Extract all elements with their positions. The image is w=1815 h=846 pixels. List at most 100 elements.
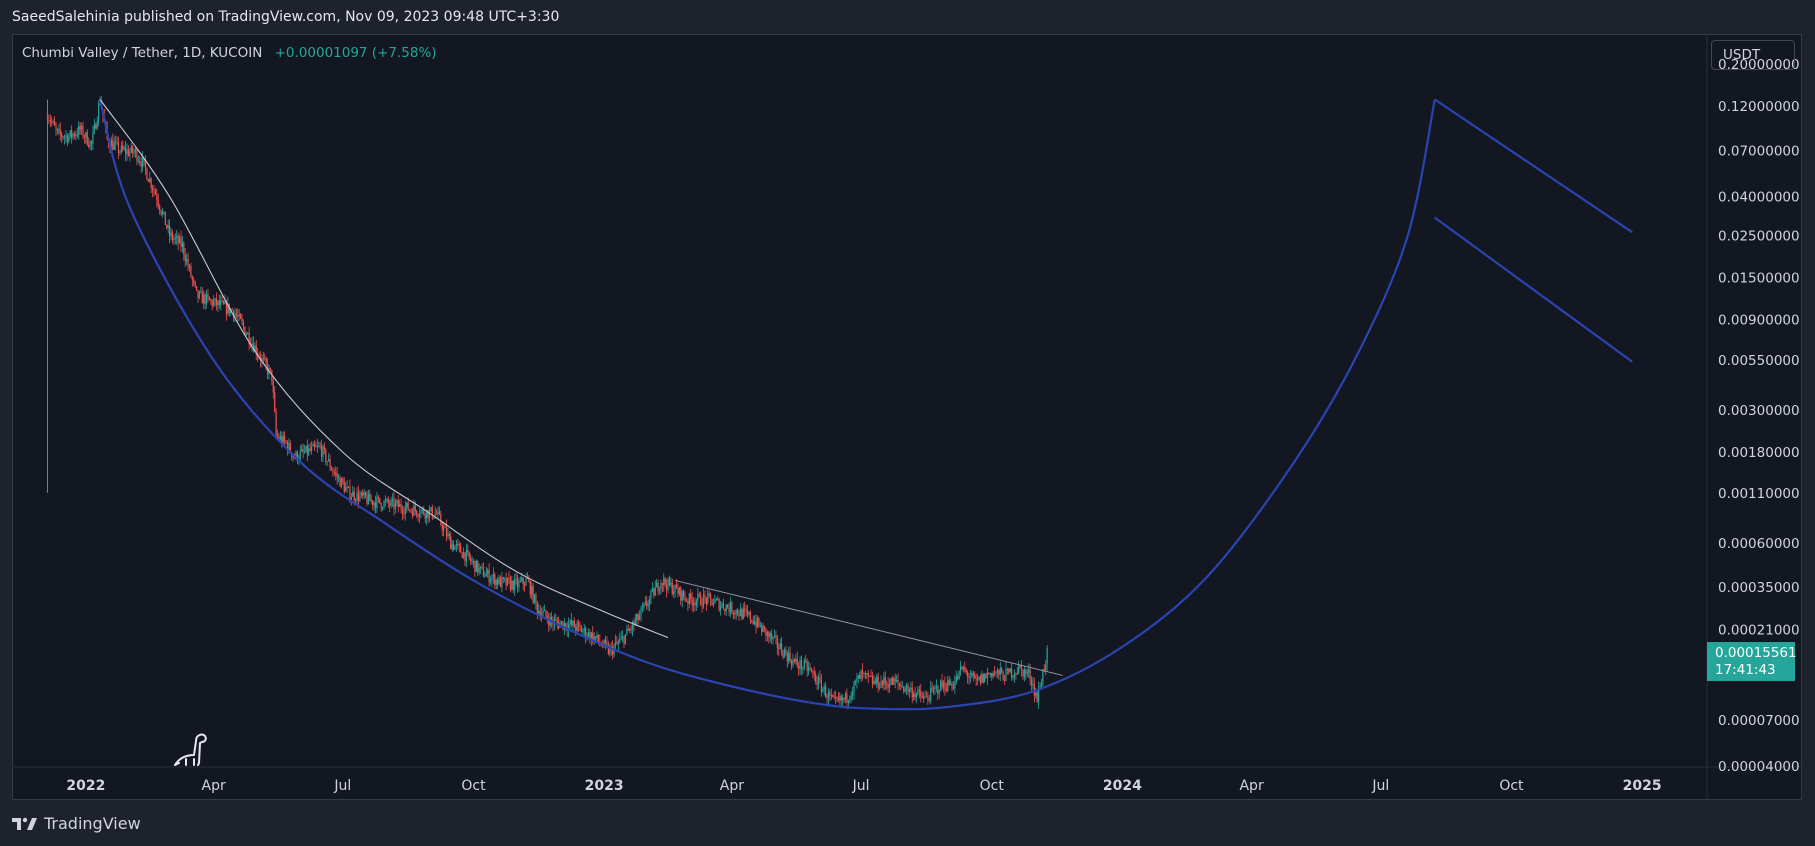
candle-body <box>305 445 307 452</box>
candle-body <box>112 140 114 150</box>
candle-body <box>569 620 571 625</box>
candle-body <box>934 686 936 690</box>
candle-body <box>853 681 855 693</box>
candle-body <box>971 672 973 678</box>
candle-body <box>188 265 191 267</box>
candle-body <box>880 681 882 688</box>
candle-body <box>96 121 98 129</box>
y-tick-label: 0.02500000 <box>1718 228 1800 244</box>
candle-body <box>744 608 746 610</box>
candle-body <box>840 696 842 701</box>
candle-body <box>242 322 245 327</box>
candle-body <box>856 678 858 682</box>
candle-body <box>687 600 689 604</box>
candle-body <box>585 627 587 638</box>
candle-body <box>285 441 287 443</box>
candle-body <box>871 676 874 685</box>
candle-body <box>631 621 634 630</box>
candle-body <box>171 232 174 240</box>
candle-body <box>650 590 652 598</box>
candle-body <box>353 491 355 501</box>
candle-body <box>231 309 233 311</box>
candle-body <box>643 603 645 608</box>
candle-body <box>299 451 301 460</box>
candle-body <box>779 643 781 649</box>
candle-body <box>506 577 509 586</box>
candle-body <box>954 682 956 688</box>
candle-body <box>174 237 176 239</box>
symbol-legend[interactable]: Chumbi Valley / Tether, 1D, KUCOIN +0.00… <box>22 45 437 61</box>
candle-body <box>453 543 455 550</box>
candle-body <box>701 604 703 607</box>
candle-body <box>795 658 797 662</box>
candle-body <box>296 451 299 461</box>
candle-body <box>90 141 93 144</box>
candle-body <box>1033 683 1035 696</box>
tradingview-logo-icon <box>12 817 37 830</box>
candle-body <box>248 332 250 344</box>
candle-body <box>593 636 595 642</box>
candle-body <box>313 444 316 447</box>
candle-body <box>792 659 794 666</box>
candle-body <box>399 503 401 507</box>
candle-body <box>255 345 257 355</box>
candle-body <box>408 509 411 511</box>
candle-body <box>901 686 903 688</box>
candle-body <box>881 681 884 685</box>
candle-body <box>116 141 118 143</box>
candle-body <box>1003 679 1006 681</box>
candle-body <box>842 697 844 701</box>
candle-body <box>349 486 351 500</box>
candle-body <box>715 599 717 601</box>
candle-body <box>863 673 865 675</box>
candle-body <box>833 696 835 698</box>
candle-body <box>48 119 50 121</box>
candle-body <box>65 135 67 137</box>
candle-body <box>1019 665 1021 667</box>
candle-body <box>222 301 225 305</box>
candle-body <box>681 591 683 601</box>
candle-body <box>539 611 541 618</box>
candle-body <box>923 696 925 699</box>
candle-body <box>857 675 859 679</box>
candle-body <box>413 505 415 516</box>
candle-body <box>481 566 483 568</box>
candle-body <box>86 132 88 145</box>
candle-body <box>488 569 490 583</box>
candle-body <box>306 445 308 455</box>
tradingview-brand[interactable]: TradingView <box>12 814 141 833</box>
candle-body <box>741 608 743 619</box>
candle-body <box>309 448 311 451</box>
candle-body <box>492 574 494 578</box>
candle-body <box>126 149 128 154</box>
candle-body <box>400 503 402 510</box>
candle-body <box>668 578 671 585</box>
candle-body <box>210 299 212 301</box>
candle-body <box>475 560 477 572</box>
y-tick-label: 0.00110000 <box>1718 486 1800 502</box>
candle-body <box>721 603 723 607</box>
chart-frame[interactable] <box>12 34 1802 800</box>
candle-body <box>1009 668 1011 673</box>
candle-body <box>502 577 504 579</box>
candle-body <box>829 692 831 696</box>
candle-body <box>499 577 502 587</box>
candle-body <box>847 700 849 703</box>
candle-body <box>992 672 994 677</box>
candle-body <box>761 625 763 632</box>
candle-body <box>1038 688 1040 702</box>
currency-selector[interactable]: USDT <box>1711 40 1795 70</box>
candle-body <box>612 646 614 655</box>
candle-body <box>404 507 406 514</box>
candle-body <box>367 493 370 504</box>
candle-body <box>437 511 439 514</box>
candle-body <box>994 672 996 674</box>
candle-body <box>714 599 716 604</box>
candle-body <box>897 679 899 684</box>
candle-body <box>908 689 911 692</box>
candle-body <box>812 670 814 673</box>
candle-body <box>799 660 801 669</box>
published-by-header: SaeedSalehinia published on TradingView.… <box>12 9 560 25</box>
candle-body <box>755 621 757 628</box>
